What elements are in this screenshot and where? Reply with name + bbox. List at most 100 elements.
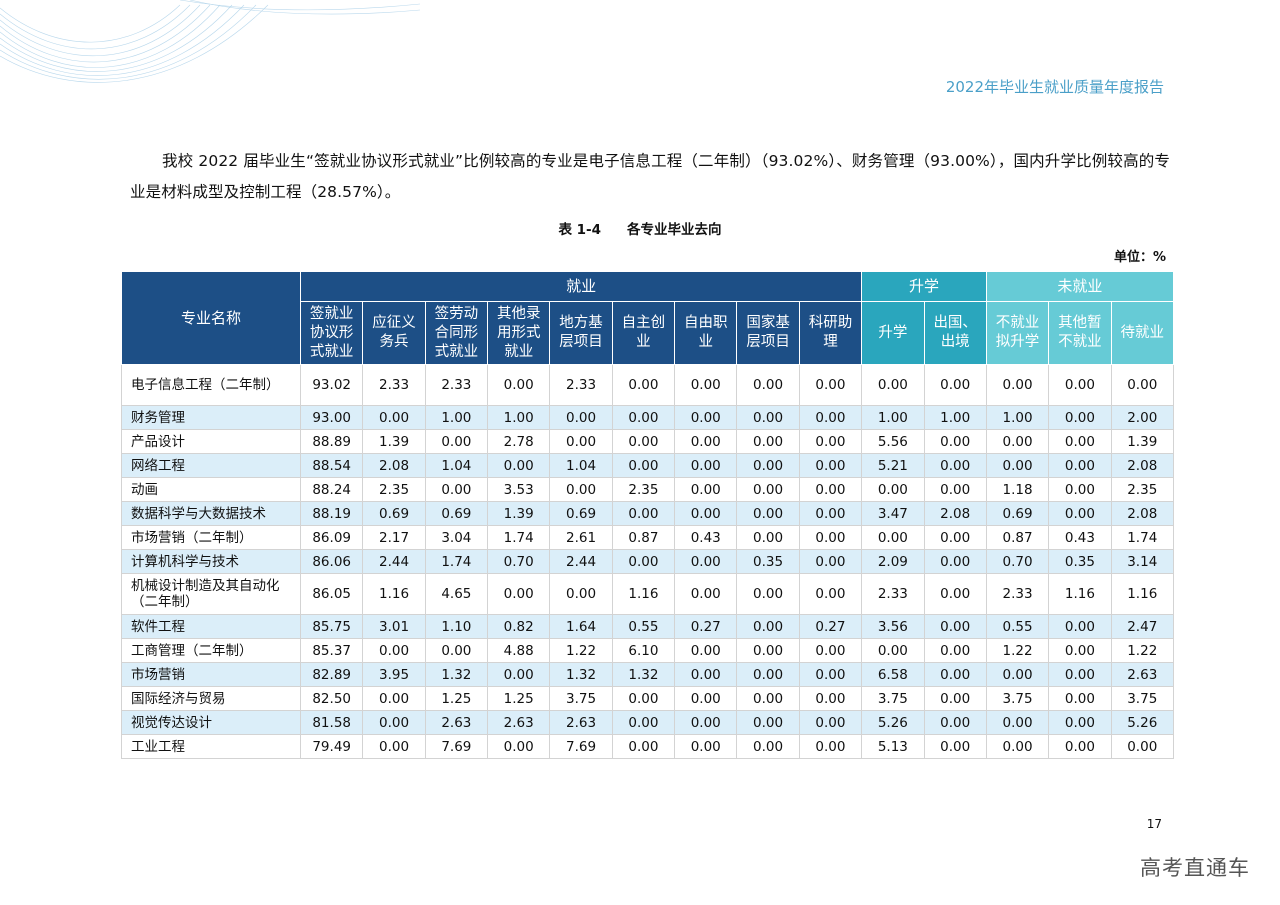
value-cell: 5.21 [861,453,925,478]
table-row: 国际经济与贸易 82.50 0.00 1.25 1.25 3.75 0.00 0.00 0.00… [121,686,1174,711]
value-cell: 0.00 [798,405,863,430]
value-cell: 2.08 [362,453,426,478]
value-cell: 0.00 [549,405,613,430]
table-row: 市场营销（二年制） 86.09 2.17 3.04 1.74 2.61 0.87 0.43 0.… [121,525,1174,550]
value-cell: 0.00 [611,429,676,454]
value-cell: 0.00 [362,405,426,430]
value-cell: 0.00 [798,525,863,550]
value-cell: 0.00 [674,501,738,526]
value-cell: 0.00 [1048,638,1112,663]
table-row: 机械设计制造及其自动化（二年制） 86.05 1.16 4.65 0.00 0.00 1.1… [121,573,1174,615]
value-cell: 3.75 [985,686,1050,711]
value-cell: 0.00 [736,405,800,430]
value-cell: 0.00 [861,477,925,502]
major-name-cell: 数据科学与大数据技术 [121,501,301,526]
value-cell: 0.00 [1048,453,1112,478]
value-cell: 0.35 [1048,549,1112,574]
major-name-cell: 软件工程 [121,614,301,639]
major-name-cell: 计算机科学与技术 [121,549,301,574]
value-cell: 0.00 [798,710,863,735]
value-cell: 0.00 [611,710,676,735]
value-cell: 2.08 [923,501,987,526]
value-cell: 0.00 [487,734,551,759]
value-cell: 3.56 [861,614,925,639]
value-cell: 86.06 [299,549,364,574]
value-cell: 82.50 [299,686,364,711]
value-cell: 0.00 [611,549,676,574]
column-header: 地方基 层项目 [549,301,613,365]
value-cell: 5.56 [861,429,925,454]
page-number: 17 [1146,817,1162,831]
major-name-cell: 产品设计 [121,429,301,454]
value-cell: 1.04 [549,453,613,478]
value-cell: 0.00 [985,364,1050,406]
value-cell: 0.00 [611,405,676,430]
value-cell: 79.49 [299,734,364,759]
value-cell: 93.02 [299,364,364,406]
value-cell: 0.00 [798,453,863,478]
value-cell: 0.00 [923,638,987,663]
value-cell: 1.22 [985,638,1050,663]
column-header: 待就业 [1110,301,1174,365]
value-cell: 1.00 [861,405,925,430]
value-cell: 0.00 [487,364,551,406]
value-cell: 2.35 [362,477,426,502]
value-cell: 0.00 [736,477,800,502]
value-cell: 2.44 [549,549,613,574]
value-cell: 0.00 [487,573,551,615]
value-cell: 2.17 [362,525,426,550]
value-cell: 0.00 [923,614,987,639]
value-cell: 0.00 [674,686,738,711]
value-cell: 1.32 [424,662,489,687]
value-cell: 3.95 [362,662,426,687]
value-cell: 0.00 [1048,662,1112,687]
table-row: 电子信息工程（二年制） 93.02 2.33 2.33 0.00 2.33 0.00 0.00… [121,364,1174,406]
value-cell: 0.00 [1048,429,1112,454]
value-cell: 0.00 [674,429,738,454]
major-name-cell: 工商管理（二年制） [121,638,301,663]
value-cell: 2.08 [1110,453,1174,478]
group-header-employment: 就业 [299,271,863,302]
value-cell: 0.00 [798,638,863,663]
value-cell: 6.58 [861,662,925,687]
value-cell: 0.00 [736,686,800,711]
column-header: 应征义 务兵 [362,301,426,365]
major-name-cell: 网络工程 [121,453,301,478]
value-cell: 86.09 [299,525,364,550]
value-cell: 0.00 [1048,364,1112,406]
column-header: 不就业 拟升学 [985,301,1050,365]
value-cell: 1.04 [424,453,489,478]
value-cell: 0.00 [362,638,426,663]
value-cell: 1.22 [549,638,613,663]
value-cell: 1.74 [424,549,489,574]
value-cell: 2.63 [424,710,489,735]
value-cell: 0.00 [985,662,1050,687]
value-cell: 5.13 [861,734,925,759]
value-cell: 0.00 [798,686,863,711]
value-cell: 0.00 [362,734,426,759]
value-cell: 2.61 [549,525,613,550]
value-cell: 0.00 [362,710,426,735]
value-cell: 0.00 [736,662,800,687]
value-cell: 0.00 [1048,734,1112,759]
value-cell: 1.00 [985,405,1050,430]
column-header: 升学 [861,301,925,365]
major-name-cell: 机械设计制造及其自动化（二年制） [121,573,301,615]
value-cell: 0.00 [736,364,800,406]
value-cell: 0.00 [985,710,1050,735]
value-cell: 0.00 [362,686,426,711]
value-cell: 2.33 [362,364,426,406]
major-name-cell: 财务管理 [121,405,301,430]
value-cell: 3.53 [487,477,551,502]
table-row: 市场营销 82.89 3.95 1.32 0.00 1.32 1.32 0.00 0.00 0.0… [121,662,1174,687]
value-cell: 0.00 [985,734,1050,759]
table-caption: 表 1-4 各专业毕业去向 [0,218,1280,238]
value-cell: 0.00 [798,501,863,526]
value-cell: 0.82 [487,614,551,639]
value-cell: 88.89 [299,429,364,454]
value-cell: 0.00 [1048,405,1112,430]
value-cell: 0.00 [1048,477,1112,502]
value-cell: 0.00 [736,453,800,478]
value-cell: 0.00 [923,549,987,574]
value-cell: 2.00 [1110,405,1174,430]
